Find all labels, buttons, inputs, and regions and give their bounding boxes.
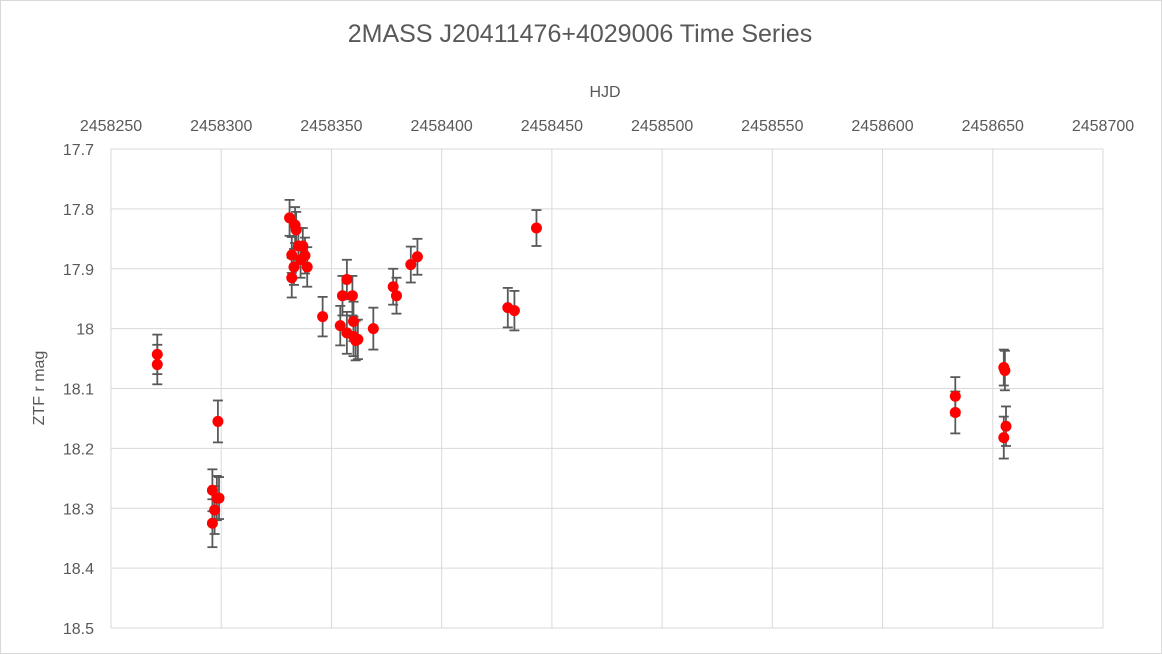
- data-point: [297, 240, 309, 252]
- x-tick-label: 2458450: [521, 118, 583, 135]
- x-tick-label: 2458400: [411, 118, 473, 135]
- x-tick-label: 2458550: [741, 118, 803, 135]
- data-point: [206, 517, 218, 529]
- data-point: [212, 415, 224, 427]
- x-tick-label: 2458700: [1072, 118, 1134, 135]
- data-point: [151, 348, 163, 360]
- chart-title: 2MASS J20411476+4029006 Time Series: [347, 20, 813, 48]
- data-point: [299, 250, 311, 262]
- y-tick-label: 18.4: [63, 561, 94, 578]
- data-point: [949, 390, 961, 402]
- data-points: [151, 212, 1012, 529]
- y-tick-label: 17.9: [63, 262, 94, 279]
- data-point: [336, 290, 348, 302]
- data-point: [213, 492, 225, 504]
- x-tick-label: 2458350: [300, 118, 362, 135]
- y-tick-label: 18.1: [63, 382, 94, 399]
- data-point: [508, 305, 520, 317]
- data-point: [999, 365, 1011, 377]
- data-point: [530, 222, 542, 234]
- data-point: [341, 274, 353, 286]
- x-axis-title: HJD: [589, 84, 621, 101]
- y-tick-label: 18.5: [63, 621, 94, 638]
- y-tick-label: 17.8: [63, 202, 94, 219]
- data-point: [286, 249, 298, 261]
- gridlines: [110, 148, 1104, 629]
- y-tick-label: 18: [76, 322, 94, 339]
- data-point: [390, 290, 402, 302]
- data-point: [998, 432, 1010, 444]
- data-point: [949, 406, 961, 418]
- data-point: [317, 311, 329, 323]
- data-point: [1000, 420, 1012, 432]
- data-point: [288, 261, 300, 273]
- data-point: [346, 290, 358, 302]
- tick-labels: 17.7 17.8 17.9 18 18.1 18.2 18.3 18.4 18.5 245825…: [63, 118, 1134, 638]
- x-tick-label: 2458650: [962, 118, 1024, 135]
- y-tick-label: 18.3: [63, 501, 94, 518]
- data-point: [334, 320, 346, 332]
- data-point: [411, 251, 423, 263]
- data-point: [347, 315, 359, 327]
- y-tick-label: 17.7: [63, 142, 94, 159]
- data-point: [209, 504, 221, 516]
- data-point: [286, 272, 298, 284]
- x-tick-label: 2458300: [190, 118, 252, 135]
- x-tick-label: 2458250: [80, 118, 142, 135]
- data-point: [405, 259, 417, 271]
- y-tick-label: 18.2: [63, 441, 94, 458]
- data-point: [290, 224, 302, 236]
- x-tick-label: 2458500: [631, 118, 693, 135]
- data-point: [387, 281, 399, 293]
- data-point: [367, 323, 379, 335]
- data-point: [151, 359, 163, 371]
- data-point: [352, 333, 364, 345]
- data-point: [301, 261, 313, 273]
- x-tick-label: 2458600: [851, 118, 913, 135]
